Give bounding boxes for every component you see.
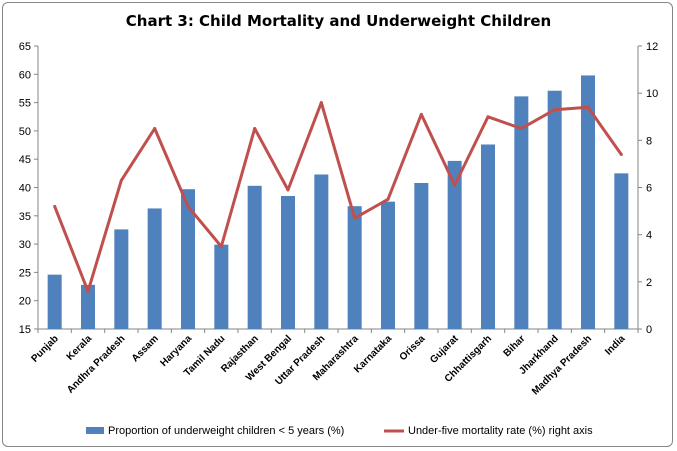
left-tick-label: 40 xyxy=(19,183,31,195)
right-tick-label: 0 xyxy=(646,324,652,336)
chart-title: Chart 3: Child Mortality and Underweight… xyxy=(125,12,552,30)
bar xyxy=(181,189,195,329)
right-tick-label: 4 xyxy=(646,230,652,242)
right-tick-label: 6 xyxy=(646,183,652,195)
line-point xyxy=(219,244,223,248)
legend-bar-swatch xyxy=(86,427,104,434)
x-category-label: Kerala xyxy=(65,333,95,363)
bar xyxy=(481,144,495,329)
left-tick-label: 20 xyxy=(19,296,31,308)
left-tick-label: 25 xyxy=(19,267,31,279)
bar xyxy=(314,174,329,329)
x-category-label: Punjab xyxy=(29,333,60,364)
left-tick-label: 50 xyxy=(19,126,31,138)
left-tick-label: 30 xyxy=(19,239,31,251)
line-point xyxy=(453,183,457,187)
bar xyxy=(47,274,62,329)
bar xyxy=(581,75,595,329)
right-tick-label: 8 xyxy=(646,135,652,147)
x-category-label: Andhra Pradesh xyxy=(65,333,127,395)
x-category-label: Madhya Pradesh xyxy=(530,333,594,397)
line-point xyxy=(186,204,190,208)
legend-line-label: Under-five mortality rate (%) right axis xyxy=(408,425,593,437)
bar xyxy=(614,173,629,329)
line-point xyxy=(53,204,57,208)
line-point xyxy=(353,216,357,220)
bar xyxy=(114,229,129,329)
line-point xyxy=(386,197,390,201)
bar xyxy=(514,96,529,330)
line-point xyxy=(86,289,90,293)
left-tick-label: 15 xyxy=(19,324,31,336)
x-category-label: Bihar xyxy=(502,333,528,359)
line-point xyxy=(319,101,323,105)
bar xyxy=(281,195,295,329)
mortality-line xyxy=(53,101,623,293)
x-category-label: Orissa xyxy=(398,333,428,363)
bar xyxy=(347,206,362,329)
bar xyxy=(547,90,562,330)
left-tick-label: 45 xyxy=(19,154,31,166)
line-point xyxy=(586,105,590,109)
left-tick-label: 55 xyxy=(19,98,31,110)
bar xyxy=(414,182,429,329)
bar xyxy=(247,185,262,329)
line-point xyxy=(286,188,290,192)
right-tick-label: 10 xyxy=(646,88,658,100)
line-point xyxy=(253,127,257,131)
line-point xyxy=(553,108,557,112)
line-point xyxy=(486,115,490,119)
bar xyxy=(447,160,462,329)
x-category-label: India xyxy=(603,333,628,358)
left-tick-label: 35 xyxy=(19,211,31,223)
line-point xyxy=(519,127,523,131)
right-tick-label: 2 xyxy=(646,277,652,289)
right-tick-label: 12 xyxy=(646,41,658,53)
line-point xyxy=(119,178,123,182)
left-tick-label: 60 xyxy=(19,69,31,81)
line-point xyxy=(419,112,423,116)
bar xyxy=(381,201,395,329)
line-point xyxy=(153,127,157,131)
left-tick-label: 65 xyxy=(19,41,31,53)
bar xyxy=(81,284,95,329)
legend-bar-label: Proportion of underweight children < 5 y… xyxy=(108,425,344,437)
x-category-label: Gujarat xyxy=(428,333,461,366)
x-category-label: Assam xyxy=(130,333,161,364)
line-point xyxy=(619,152,623,156)
bar xyxy=(214,244,229,329)
bar xyxy=(147,208,162,329)
